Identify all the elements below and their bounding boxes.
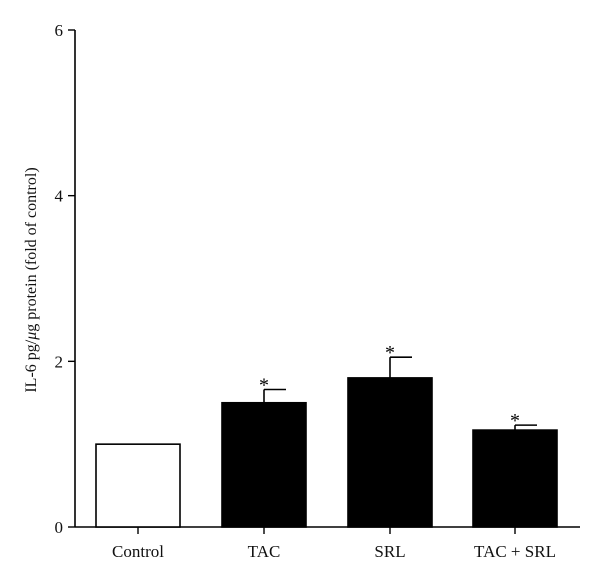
y-tick-label: 2 xyxy=(55,352,64,371)
y-axis: 0 2 4 6 xyxy=(55,21,76,537)
x-tick-label: Control xyxy=(112,542,164,561)
significance-marker: * xyxy=(259,374,269,396)
y-axis-title-part: IL-6 pg/ xyxy=(23,339,40,392)
x-axis: Control TAC SRL TAC + SRL xyxy=(75,526,580,561)
bar xyxy=(221,401,307,528)
bar xyxy=(95,443,181,528)
y-axis-title: IL-6 pg/μg protein (fold of control) xyxy=(23,167,40,392)
x-tick-label: SRL xyxy=(374,542,405,561)
y-tick-label: 4 xyxy=(55,187,64,206)
y-tick-label: 0 xyxy=(55,518,64,537)
y-axis-title-part: g protein (fold of control) xyxy=(23,167,40,331)
x-tick-label: TAC + SRL xyxy=(474,542,556,561)
significance-marker: * xyxy=(385,342,395,364)
significance-marker: * xyxy=(510,410,520,432)
y-tick-label: 6 xyxy=(55,21,64,40)
bar xyxy=(472,429,558,528)
y-axis-title-part: μ xyxy=(23,332,40,341)
bar xyxy=(347,377,433,528)
bars: * * * xyxy=(95,342,558,528)
x-tick-label: TAC xyxy=(248,542,281,561)
